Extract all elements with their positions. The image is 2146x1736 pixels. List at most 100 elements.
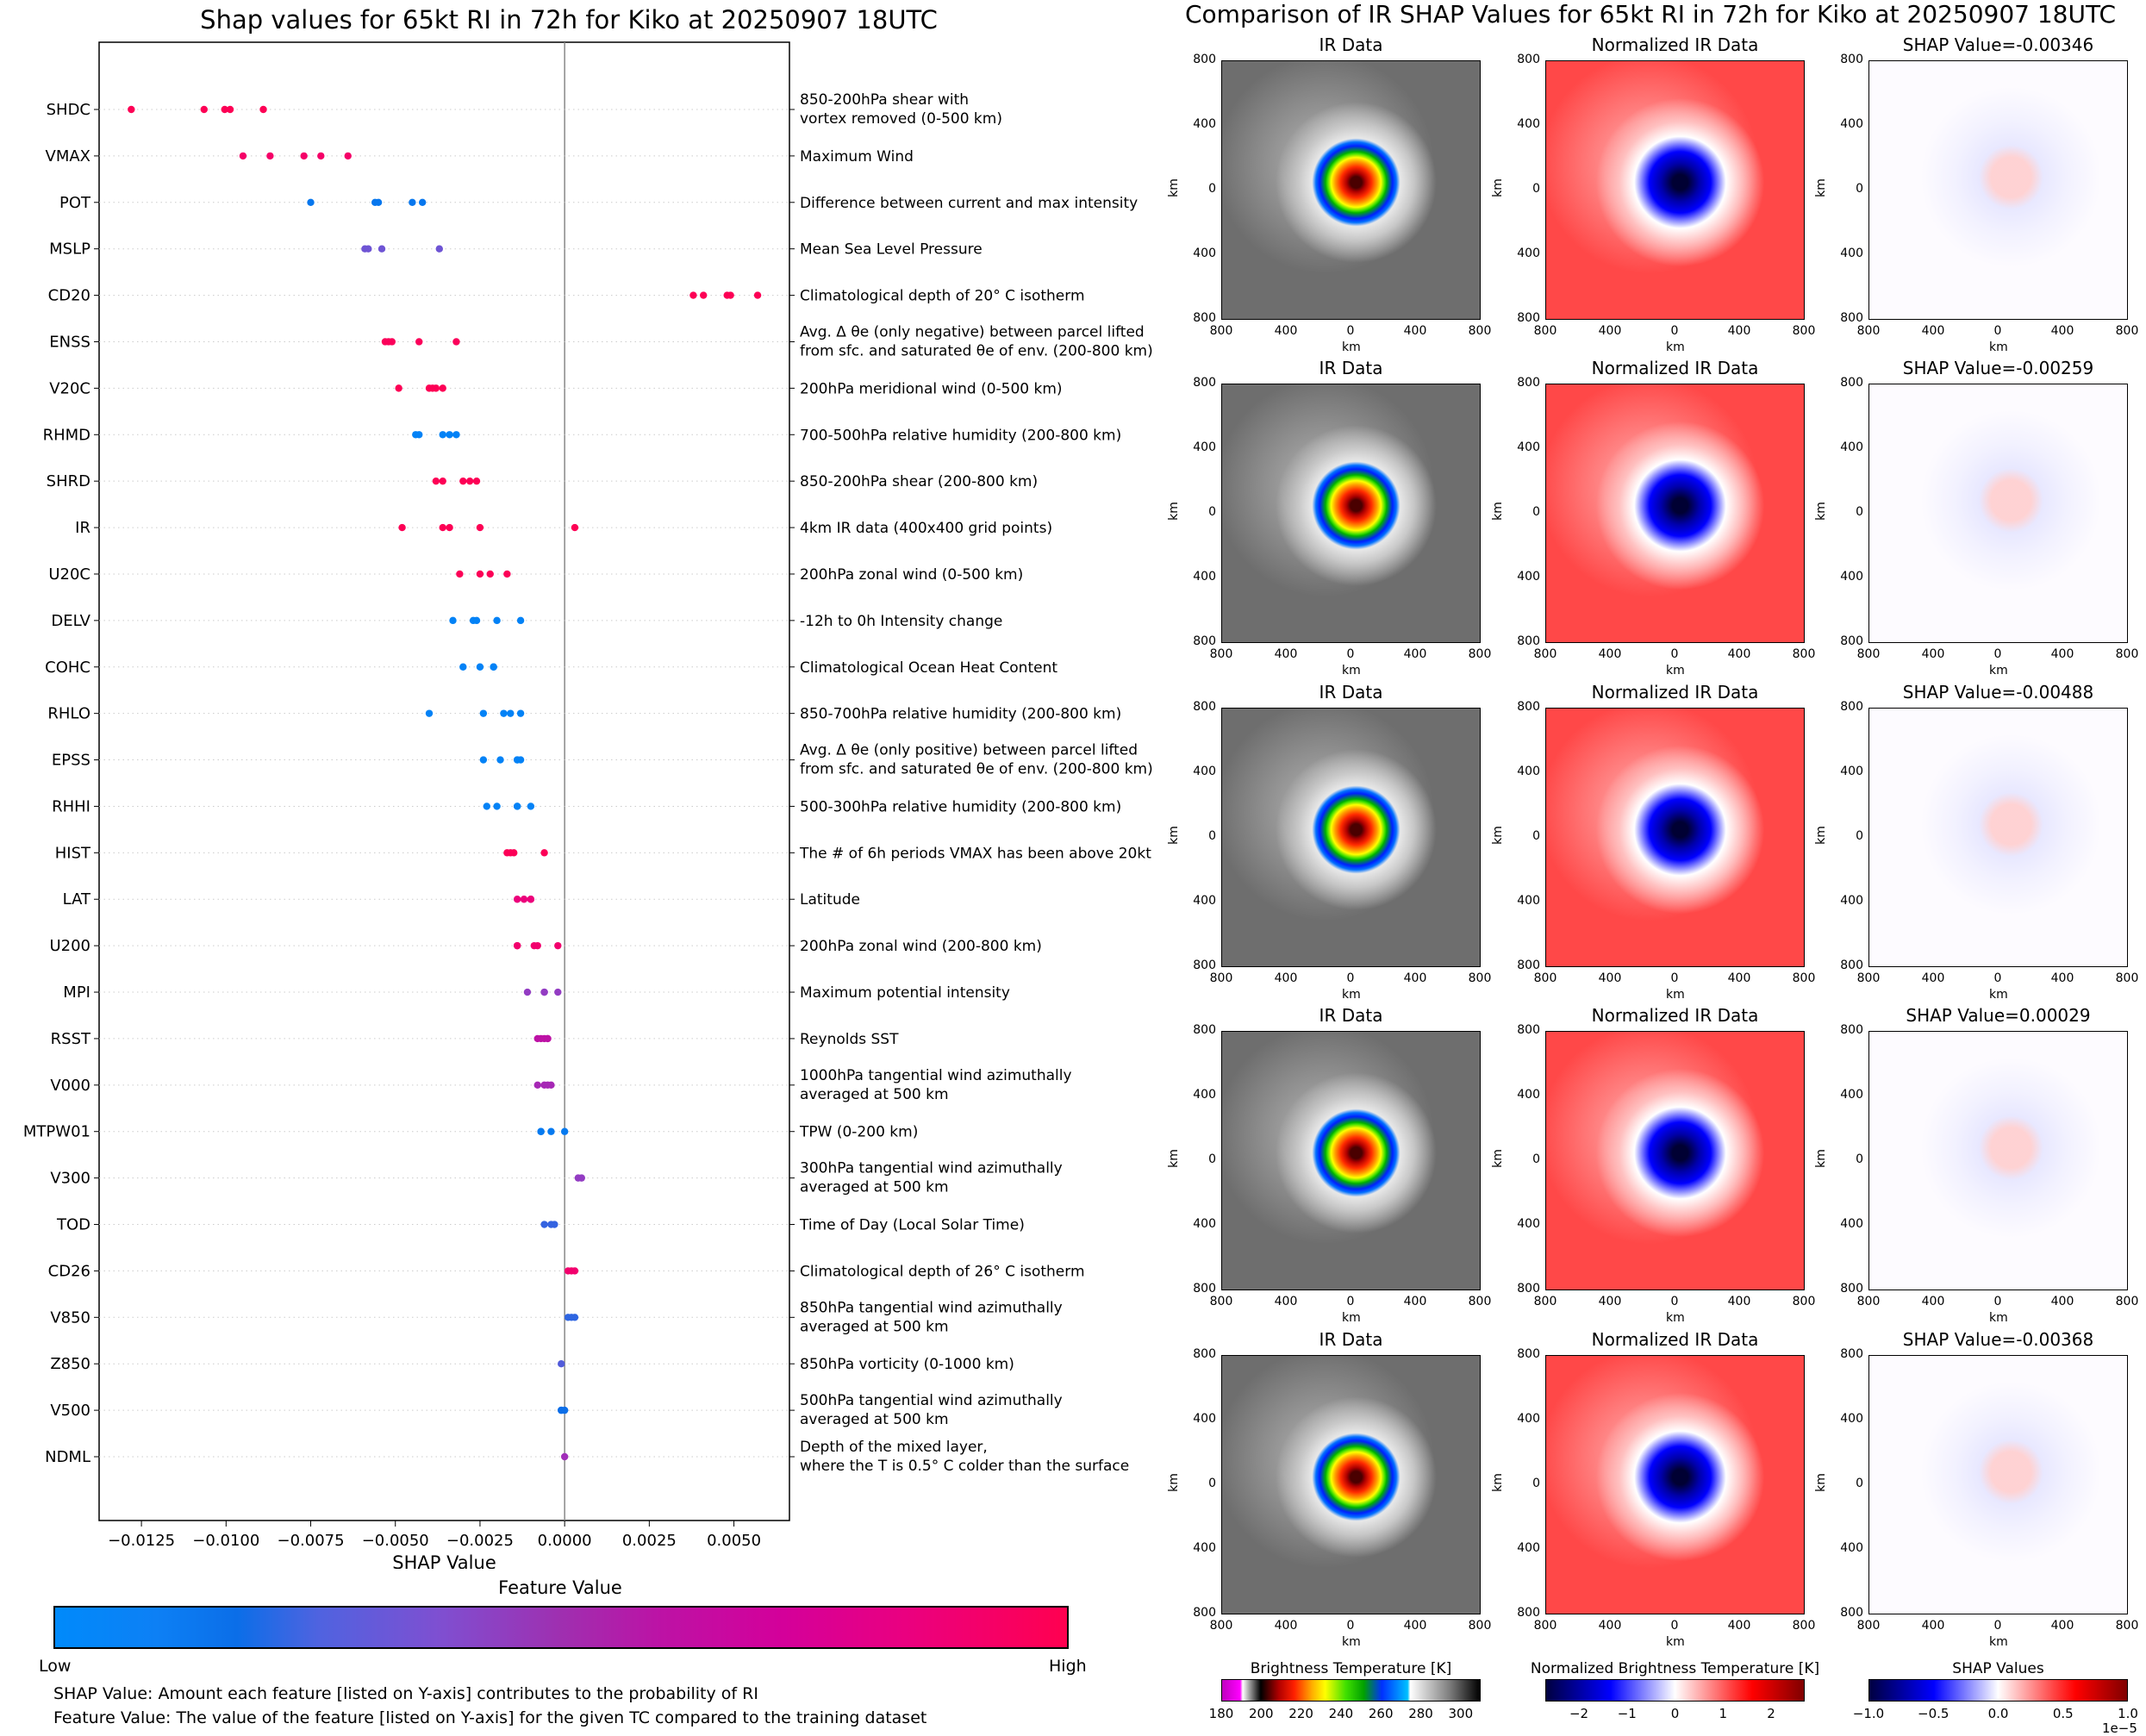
- y-tick-label: 400: [1840, 1412, 1863, 1426]
- x-tick-label: 800: [1468, 971, 1492, 985]
- shap-value-image: [1868, 60, 2128, 320]
- shap-point-cohc: [490, 663, 497, 671]
- shap-point-cd26: [571, 1267, 579, 1275]
- shap-point-shrd: [472, 477, 481, 485]
- feature-description-epss: from sfc. and saturated θe of env. (200-…: [800, 761, 1153, 778]
- x-tick-label: 800: [1856, 1619, 1881, 1633]
- x-tick-label: 0.0025: [622, 1532, 677, 1550]
- feature-description-mslp: Mean Sea Level Pressure: [800, 241, 983, 259]
- y-tick-label: 400: [1517, 1217, 1540, 1231]
- shap-point-enss: [452, 338, 460, 346]
- feature-description-v000: averaged at 500 km: [800, 1086, 949, 1103]
- ir-data-title: IR Data: [1319, 358, 1383, 378]
- x-tick-label: −0.0050: [362, 1532, 429, 1550]
- x-tick-label: 800: [1533, 1295, 1557, 1308]
- x-tick-label: 0: [1346, 1295, 1355, 1308]
- x-tick-label: 400: [1921, 324, 1945, 338]
- y-axis-label: km: [1166, 1149, 1181, 1168]
- x-tick-label: 0: [1993, 1619, 2002, 1633]
- shap-point-v000: [547, 1081, 555, 1090]
- y-tick-label: 800: [1840, 376, 1863, 390]
- shap-point-rhmd: [439, 431, 446, 439]
- feature-description-cohc: Climatological Ocean Heat Content: [800, 659, 1057, 677]
- y-axis-label: km: [1166, 1473, 1181, 1492]
- shap-point-rhlo: [479, 709, 488, 717]
- y-tick-label: 0: [1532, 505, 1540, 519]
- feature-value-note: Feature Value: The value of the feature …: [53, 1708, 927, 1727]
- y-tick-label: 400: [1517, 247, 1540, 260]
- shap-point-pot: [409, 198, 416, 206]
- shap-point-v500: [560, 1406, 569, 1414]
- y-tick-label: 800: [1193, 1606, 1216, 1620]
- y-tick-label: 0: [1532, 829, 1540, 843]
- feature-label-vmax: VMAX: [46, 147, 91, 165]
- x-tick-label: 400: [1274, 324, 1298, 338]
- shap-point-rhlo: [516, 709, 525, 717]
- y-tick-label: 0: [1208, 505, 1216, 519]
- shap-point-cd20: [700, 291, 708, 299]
- colorbar: [1868, 1679, 2128, 1702]
- x-tick-label: 800: [1792, 647, 1816, 661]
- shap-point-rhhi: [483, 802, 491, 810]
- y-tick-label: 400: [1517, 1088, 1540, 1102]
- shap-point-shdc: [259, 105, 267, 114]
- x-tick-label: 800: [2115, 971, 2139, 985]
- colorbar-tick-label: −0.5: [1918, 1706, 1949, 1721]
- y-tick-label: 0: [1532, 1152, 1540, 1166]
- feature-description-rhlo: 850-700hPa relative humidity (200-800 km…: [800, 706, 1121, 723]
- shap-point-shdc: [128, 105, 135, 114]
- feature-label-v300: V300: [50, 1170, 90, 1188]
- ir-data-image: [1221, 60, 1481, 320]
- normalized-ir-data-image: [1545, 1031, 1805, 1290]
- shap-point-vmax: [300, 152, 308, 160]
- shap-point-rhhi: [513, 802, 521, 810]
- y-tick-label: 0: [1856, 505, 1863, 519]
- y-tick-label: 400: [1193, 1412, 1216, 1426]
- feature-label-mpi: MPI: [63, 984, 90, 1002]
- feature-description-v20c: 200hPa meridional wind (0-500 km): [800, 380, 1063, 397]
- y-axis-label: km: [1490, 502, 1505, 521]
- y-tick-label: 400: [1517, 765, 1540, 778]
- y-tick-label: 800: [1840, 311, 1863, 325]
- y-tick-label: 400: [1517, 440, 1540, 454]
- feature-label-lat: LAT: [63, 890, 91, 909]
- y-tick-label: 800: [1193, 1347, 1216, 1361]
- x-tick-label: −0.0100: [192, 1532, 259, 1550]
- ir-data-image: [1221, 708, 1481, 967]
- feature-label-tod: TOD: [56, 1216, 90, 1234]
- x-tick-label: 0: [1346, 324, 1355, 338]
- y-tick-label: 800: [1193, 700, 1216, 714]
- ir-data-image: [1221, 1031, 1481, 1290]
- y-tick-label: 400: [1840, 1088, 1863, 1102]
- colorbar-tick-label: 300: [1448, 1706, 1474, 1721]
- y-tick-label: 400: [1193, 765, 1216, 778]
- y-axis-label: km: [1813, 502, 1828, 521]
- feature-label-z850: Z850: [50, 1355, 90, 1373]
- x-tick-label: 400: [2050, 971, 2074, 985]
- shap-point-mtpw01: [560, 1127, 569, 1135]
- feature-label-rhlo: RHLO: [47, 705, 90, 723]
- shap-value-title: SHAP Value=-0.00488: [1902, 682, 2094, 703]
- ir-data-title: IR Data: [1319, 34, 1383, 55]
- y-axis-label: km: [1813, 1149, 1828, 1168]
- normalized-ir-data-title: Normalized IR Data: [1591, 1329, 1759, 1350]
- y-tick-label: 0: [1856, 829, 1863, 843]
- right-figure-title: Comparison of IR SHAP Values for 65kt RI…: [1184, 0, 2116, 28]
- x-tick-label: 800: [1792, 1295, 1816, 1308]
- x-axis-label: SHAP Value: [392, 1552, 496, 1569]
- feature-label-cohc: COHC: [45, 659, 90, 677]
- x-axis-label: km: [1989, 1311, 2008, 1325]
- feature-description-cd20: Climatological depth of 20° C isotherm: [800, 288, 1085, 305]
- colorbar: [1545, 1679, 1805, 1702]
- shap-point-hist: [510, 849, 518, 857]
- feature-description-vmax: Maximum Wind: [800, 148, 914, 165]
- shap-point-delv: [516, 616, 525, 625]
- shap-point-ir: [476, 523, 484, 532]
- shap-point-rhhi: [527, 802, 535, 810]
- shap-point-cd20: [753, 291, 762, 299]
- x-tick-label: 800: [1856, 971, 1881, 985]
- x-tick-label: 800: [2115, 1295, 2139, 1308]
- y-tick-label: 400: [1193, 1541, 1216, 1555]
- feature-label-pot: POT: [59, 194, 91, 212]
- shap-point-ir: [571, 523, 579, 532]
